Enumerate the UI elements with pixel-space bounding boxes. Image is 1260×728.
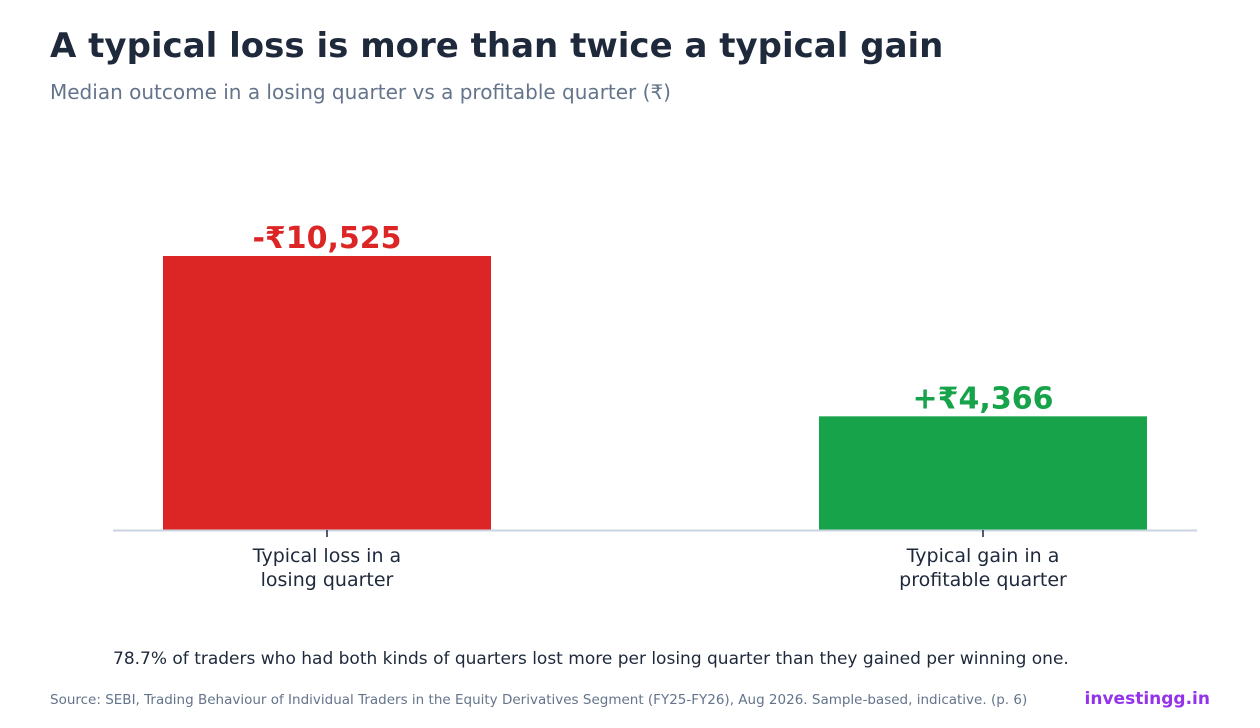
footnote: 78.7% of traders who had both kinds of q…: [113, 649, 1069, 669]
x-tick-label-2: Typical gain in a profitable quarter: [899, 545, 1067, 591]
bar-chart: -₹10,525 +₹4,366 Typical loss in a losing q…: [113, 221, 1197, 591]
bar-2: [819, 416, 1147, 530]
value-label-2: +₹4,366: [913, 381, 1054, 416]
bar-1: [163, 256, 491, 530]
x-tick-label-1: Typical loss in a losing quarter: [252, 545, 401, 591]
brand-logo[interactable]: investingg.in: [1084, 689, 1210, 709]
value-label-1: -₹10,525: [252, 221, 401, 256]
chart-title: A typical loss is more than twice a typi…: [50, 26, 944, 66]
source-text: Source: SEBI, Trading Behaviour of Indiv…: [50, 692, 1028, 708]
chart-subtitle: Median outcome in a losing quarter vs a …: [50, 80, 671, 104]
